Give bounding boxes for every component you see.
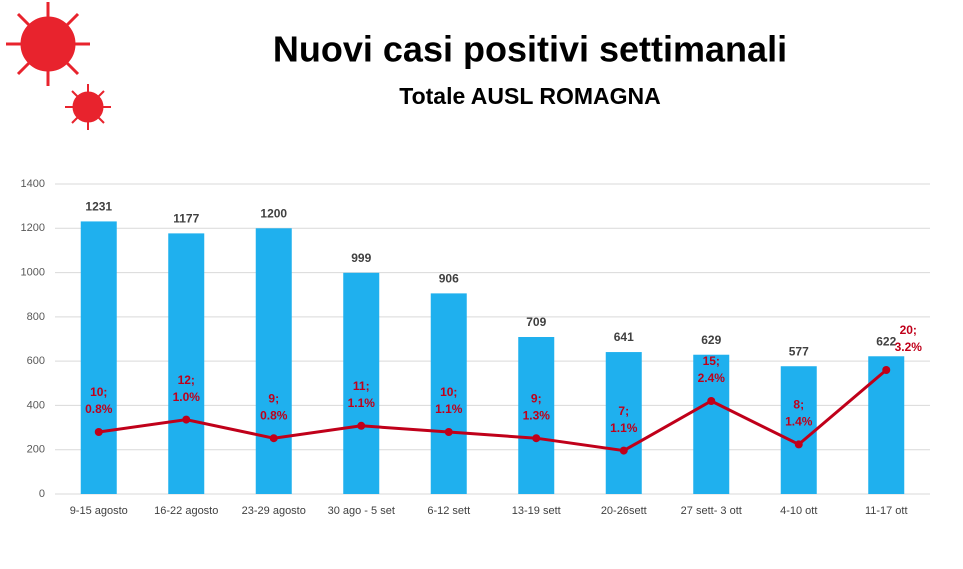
bar: [518, 337, 555, 494]
line-point: [444, 428, 453, 436]
x-tick-label: 11-17 ott: [865, 505, 908, 517]
line-point: [182, 415, 191, 424]
bar: [255, 228, 292, 495]
bar: [780, 366, 817, 494]
x-tick-label: 4-10 ott: [780, 505, 817, 517]
bar-value-label: 999: [351, 251, 371, 265]
y-tick-label: 1200: [21, 222, 45, 234]
y-tick-label: 1000: [21, 266, 45, 278]
y-tick-label: 800: [27, 311, 45, 323]
line-value-label: 1.4%: [785, 415, 813, 429]
bar-value-label: 577: [789, 344, 809, 358]
x-tick-label: 6-12 sett: [427, 505, 470, 517]
bar-value-label: 629: [701, 333, 721, 347]
line-value-label: 1.1%: [348, 396, 376, 410]
line-value-label: 9;: [531, 391, 542, 405]
line-point: [882, 366, 891, 374]
line-value-label: 15;: [703, 354, 720, 368]
x-tick-label: 9-15 agosto: [70, 505, 128, 517]
line-value-label: 2.4%: [698, 371, 726, 385]
bar: [605, 352, 642, 494]
bar: [430, 293, 467, 494]
line-value-label: 1.1%: [435, 402, 463, 416]
bar-value-label: 1231: [85, 200, 112, 214]
line-point: [94, 428, 103, 436]
x-tick-label: 20-26sett: [601, 505, 647, 517]
bar-value-label: 1177: [173, 212, 199, 226]
x-tick-label: 30 ago - 5 set: [328, 505, 395, 517]
line-value-label: 11;: [353, 379, 370, 393]
line-value-label: 7;: [618, 404, 629, 418]
y-tick-label: 400: [27, 399, 45, 411]
bar: [80, 221, 117, 494]
line-value-label: 1.1%: [610, 421, 638, 435]
x-tick-label: 16-22 agosto: [154, 505, 218, 517]
line-value-label: 20;: [900, 323, 917, 337]
chart-subtitle: Totale AUSL ROMAGNA: [399, 83, 661, 109]
line-value-label: 10;: [440, 385, 457, 399]
line-value-label: 0.8%: [85, 402, 113, 416]
y-tick-label: 600: [27, 355, 45, 367]
bar-value-label: 1200: [260, 206, 287, 220]
line-point: [794, 440, 803, 449]
line: [98, 368, 888, 453]
y-tick-label: 200: [27, 444, 45, 456]
bar: [168, 233, 205, 494]
virus-icon: [6, 2, 111, 130]
x-tick-label: 27 sett- 3 ott: [681, 505, 742, 517]
line-value-label: 12;: [178, 373, 195, 387]
bar-value-label: 622: [876, 334, 896, 348]
line-value-label: 3.2%: [895, 340, 923, 354]
line-point: [532, 434, 541, 443]
y-tick-label: 0: [39, 488, 45, 500]
line-point: [707, 397, 716, 405]
line-value-label: 1.3%: [523, 408, 551, 422]
line-point: [357, 421, 366, 430]
bar: [693, 354, 730, 494]
bar-value-label: 641: [614, 330, 634, 344]
x-tick-label: 23-29 agosto: [242, 505, 306, 517]
x-tick-label: 13-19 sett: [512, 505, 561, 517]
line-value-label: 8;: [793, 398, 804, 412]
bar: [343, 272, 380, 494]
line-value-label: 9;: [268, 391, 279, 405]
line-value-label: 1.0%: [173, 390, 201, 404]
chart-title: Nuovi casi positivi settimanali: [273, 29, 787, 70]
line-value-label: 10;: [90, 385, 107, 399]
line-point: [619, 446, 628, 455]
bar: [868, 356, 905, 494]
bar-value-label: 906: [439, 272, 459, 286]
line-value-label: 0.8%: [260, 408, 288, 422]
y-tick-label: 1400: [21, 178, 45, 190]
bar-value-label: 709: [526, 315, 546, 329]
line-point: [269, 434, 278, 443]
